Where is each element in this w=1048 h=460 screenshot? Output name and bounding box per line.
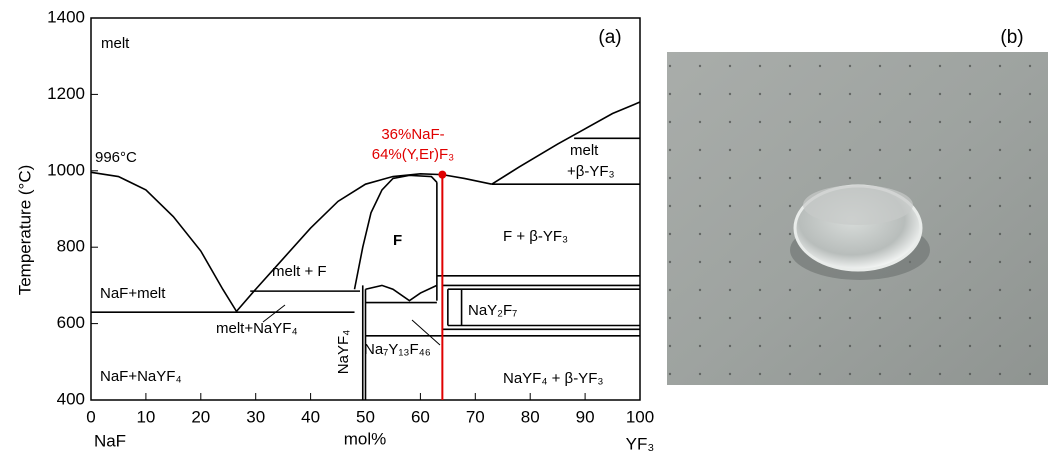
x-tick-label: 0 <box>86 407 95 426</box>
x-tick-label: 100 <box>626 407 654 426</box>
region-label: NaYF₄ + β-YF₃ <box>503 370 603 387</box>
region-label: Na₇Y₁₃F₄₆ <box>364 341 431 358</box>
x-tick-label: 40 <box>301 407 320 426</box>
photo <box>667 52 1048 385</box>
region-label: melt + F <box>272 263 327 280</box>
region-label: melt <box>570 142 599 159</box>
x-tick-label: 50 <box>356 407 375 426</box>
composition-label: 36%NaF- <box>381 126 444 143</box>
x-axis-label: mol% <box>344 429 387 448</box>
x-tick-label: 90 <box>576 407 595 426</box>
phase-boundary <box>491 101 641 185</box>
y-tick-label: 400 <box>57 389 85 408</box>
x-tick-label: 30 <box>246 407 265 426</box>
region-label: 996°C <box>95 149 137 166</box>
region-label: +β-YF₃ <box>567 163 615 180</box>
panel-label: (a) <box>598 27 621 48</box>
x-tick-label: 10 <box>136 407 155 426</box>
composition-label: 64%(Y,Er)F₃ <box>372 146 455 163</box>
region-label: NaYF₄ <box>335 330 352 374</box>
phase-boundary <box>353 174 438 290</box>
y-tick-label: 1400 <box>47 7 85 26</box>
y-axis-label: Temperature (°C) <box>15 165 34 296</box>
x-tick-label: 60 <box>411 407 430 426</box>
x-tick-label: 20 <box>191 407 210 426</box>
x-end-label: YF₃ <box>626 434 655 453</box>
pointer <box>262 304 286 323</box>
regions: melt 996°C melt +β-YF₃ F F + β-YF₃ melt … <box>95 35 615 387</box>
region-label: F + β-YF₃ <box>503 228 568 245</box>
region-label: NaY₂F₇ <box>468 302 517 319</box>
x-tick-label: 80 <box>521 407 540 426</box>
panel-label: (b) <box>1000 27 1023 48</box>
phase-boundary <box>235 173 492 312</box>
phase-boundary <box>365 284 438 302</box>
y-tick-label: 1000 <box>47 160 85 179</box>
y-tick-label: 800 <box>57 237 85 256</box>
pointer <box>411 319 441 346</box>
x-end-label: NaF <box>94 431 126 450</box>
x-tick-label: 70 <box>466 407 485 426</box>
y-tick-label: 1200 <box>47 84 85 103</box>
region-label: melt+NaYF₄ <box>216 320 298 337</box>
phase-boundary <box>90 171 238 312</box>
region-label: melt <box>101 35 130 52</box>
region-label: NaF+melt <box>100 285 166 302</box>
region-label: NaF+NaYF₄ <box>100 368 182 385</box>
region-label: F <box>393 232 402 249</box>
composition-point <box>438 170 447 179</box>
y-tick-label: 600 <box>57 313 85 332</box>
